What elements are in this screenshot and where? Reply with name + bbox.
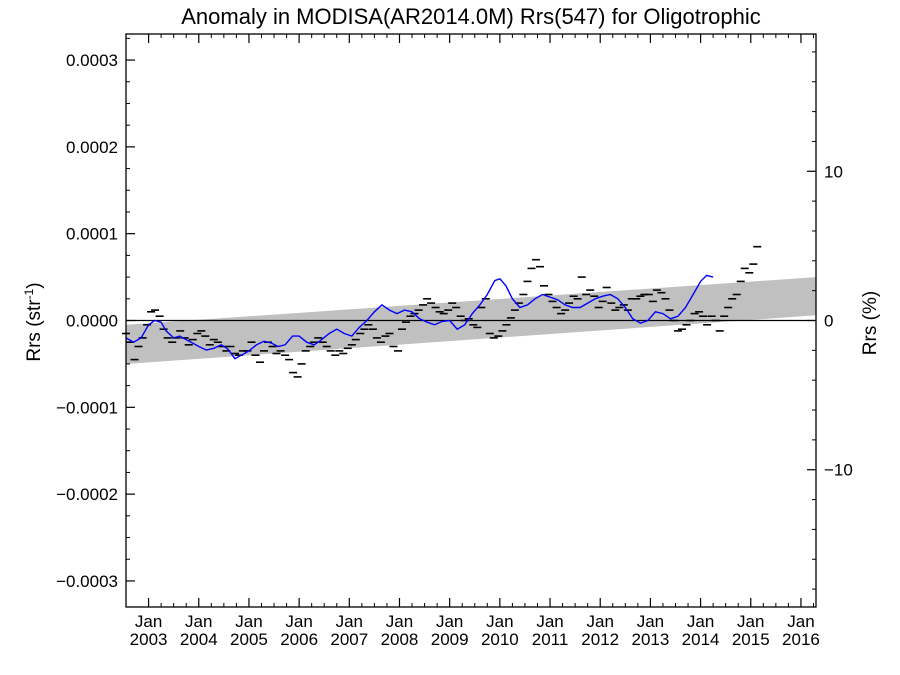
x-tick-label-month: Jan [486, 612, 513, 631]
x-tick-label-month: Jan [587, 612, 614, 631]
monthly-anomaly-marks [122, 245, 762, 378]
right-y-tick-label: −10 [824, 461, 853, 480]
left-y-tick-label: −0.0002 [56, 485, 118, 504]
x-tick-label-year: 2007 [330, 630, 368, 649]
running-mean-line [125, 274, 714, 360]
x-tick-label-year: 2005 [230, 630, 268, 649]
left-y-tick-label: 0.0002 [66, 138, 118, 157]
x-tick-label-year: 2015 [732, 630, 770, 649]
x-tick-label-month: Jan [235, 612, 262, 631]
x-tick-label-year: 2012 [581, 630, 619, 649]
x-axis: Jan2003Jan2004Jan2005Jan2006Jan2007Jan20… [130, 34, 820, 649]
x-tick-label-month: Jan [687, 612, 714, 631]
x-tick-label-year: 2011 [532, 630, 569, 649]
left-y-axis-label: Rrs (str-1) [22, 282, 45, 361]
left-y-axis-label-superscript: -1 [22, 288, 36, 299]
right-y-axis: 10 0 −10 [807, 51, 853, 590]
x-tick-label-month: Jan [536, 612, 563, 631]
right-y-tick-label: 10 [824, 162, 843, 181]
x-tick-label-month: Jan [285, 612, 312, 631]
left-y-tick-label: 0.0000 [66, 312, 118, 331]
x-tick-label-year: 2004 [180, 630, 218, 649]
x-tick-label-year: 2008 [381, 630, 419, 649]
x-tick-label-month: Jan [336, 612, 363, 631]
x-tick-label-year: 2010 [481, 630, 519, 649]
left-y-axis: 0.0003 0.0002 0.0001 0.0000 −0.0001 −0.0002 −0… [56, 37, 135, 591]
chart-title: Anomaly in MODISA(AR2014.0M) Rrs(547) fo… [181, 4, 761, 29]
x-tick-label-month: Jan [386, 612, 413, 631]
right-y-axis-label: Rrs (%) [860, 291, 881, 355]
x-tick-label-year: 2014 [682, 630, 720, 649]
x-tick-label-year: 2016 [782, 630, 820, 649]
x-tick-label-month: Jan [135, 612, 162, 631]
x-tick-label-month: Jan [185, 612, 212, 631]
x-tick-label-year: 2013 [631, 630, 669, 649]
left-y-tick-label: 0.0001 [66, 225, 118, 244]
left-y-tick-label: −0.0001 [56, 398, 118, 417]
x-tick-label-month: Jan [637, 612, 664, 631]
right-y-tick-label: 0 [824, 312, 833, 331]
left-y-tick-label: −0.0003 [56, 572, 118, 591]
x-tick-label-year: 2009 [431, 630, 469, 649]
x-tick-label-year: 2003 [130, 630, 168, 649]
x-tick-label-month: Jan [436, 612, 463, 631]
left-y-tick-label: 0.0003 [66, 51, 118, 70]
x-tick-label-month: Jan [787, 612, 814, 631]
x-tick-label-year: 2006 [280, 630, 318, 649]
x-tick-label-month: Jan [737, 612, 764, 631]
